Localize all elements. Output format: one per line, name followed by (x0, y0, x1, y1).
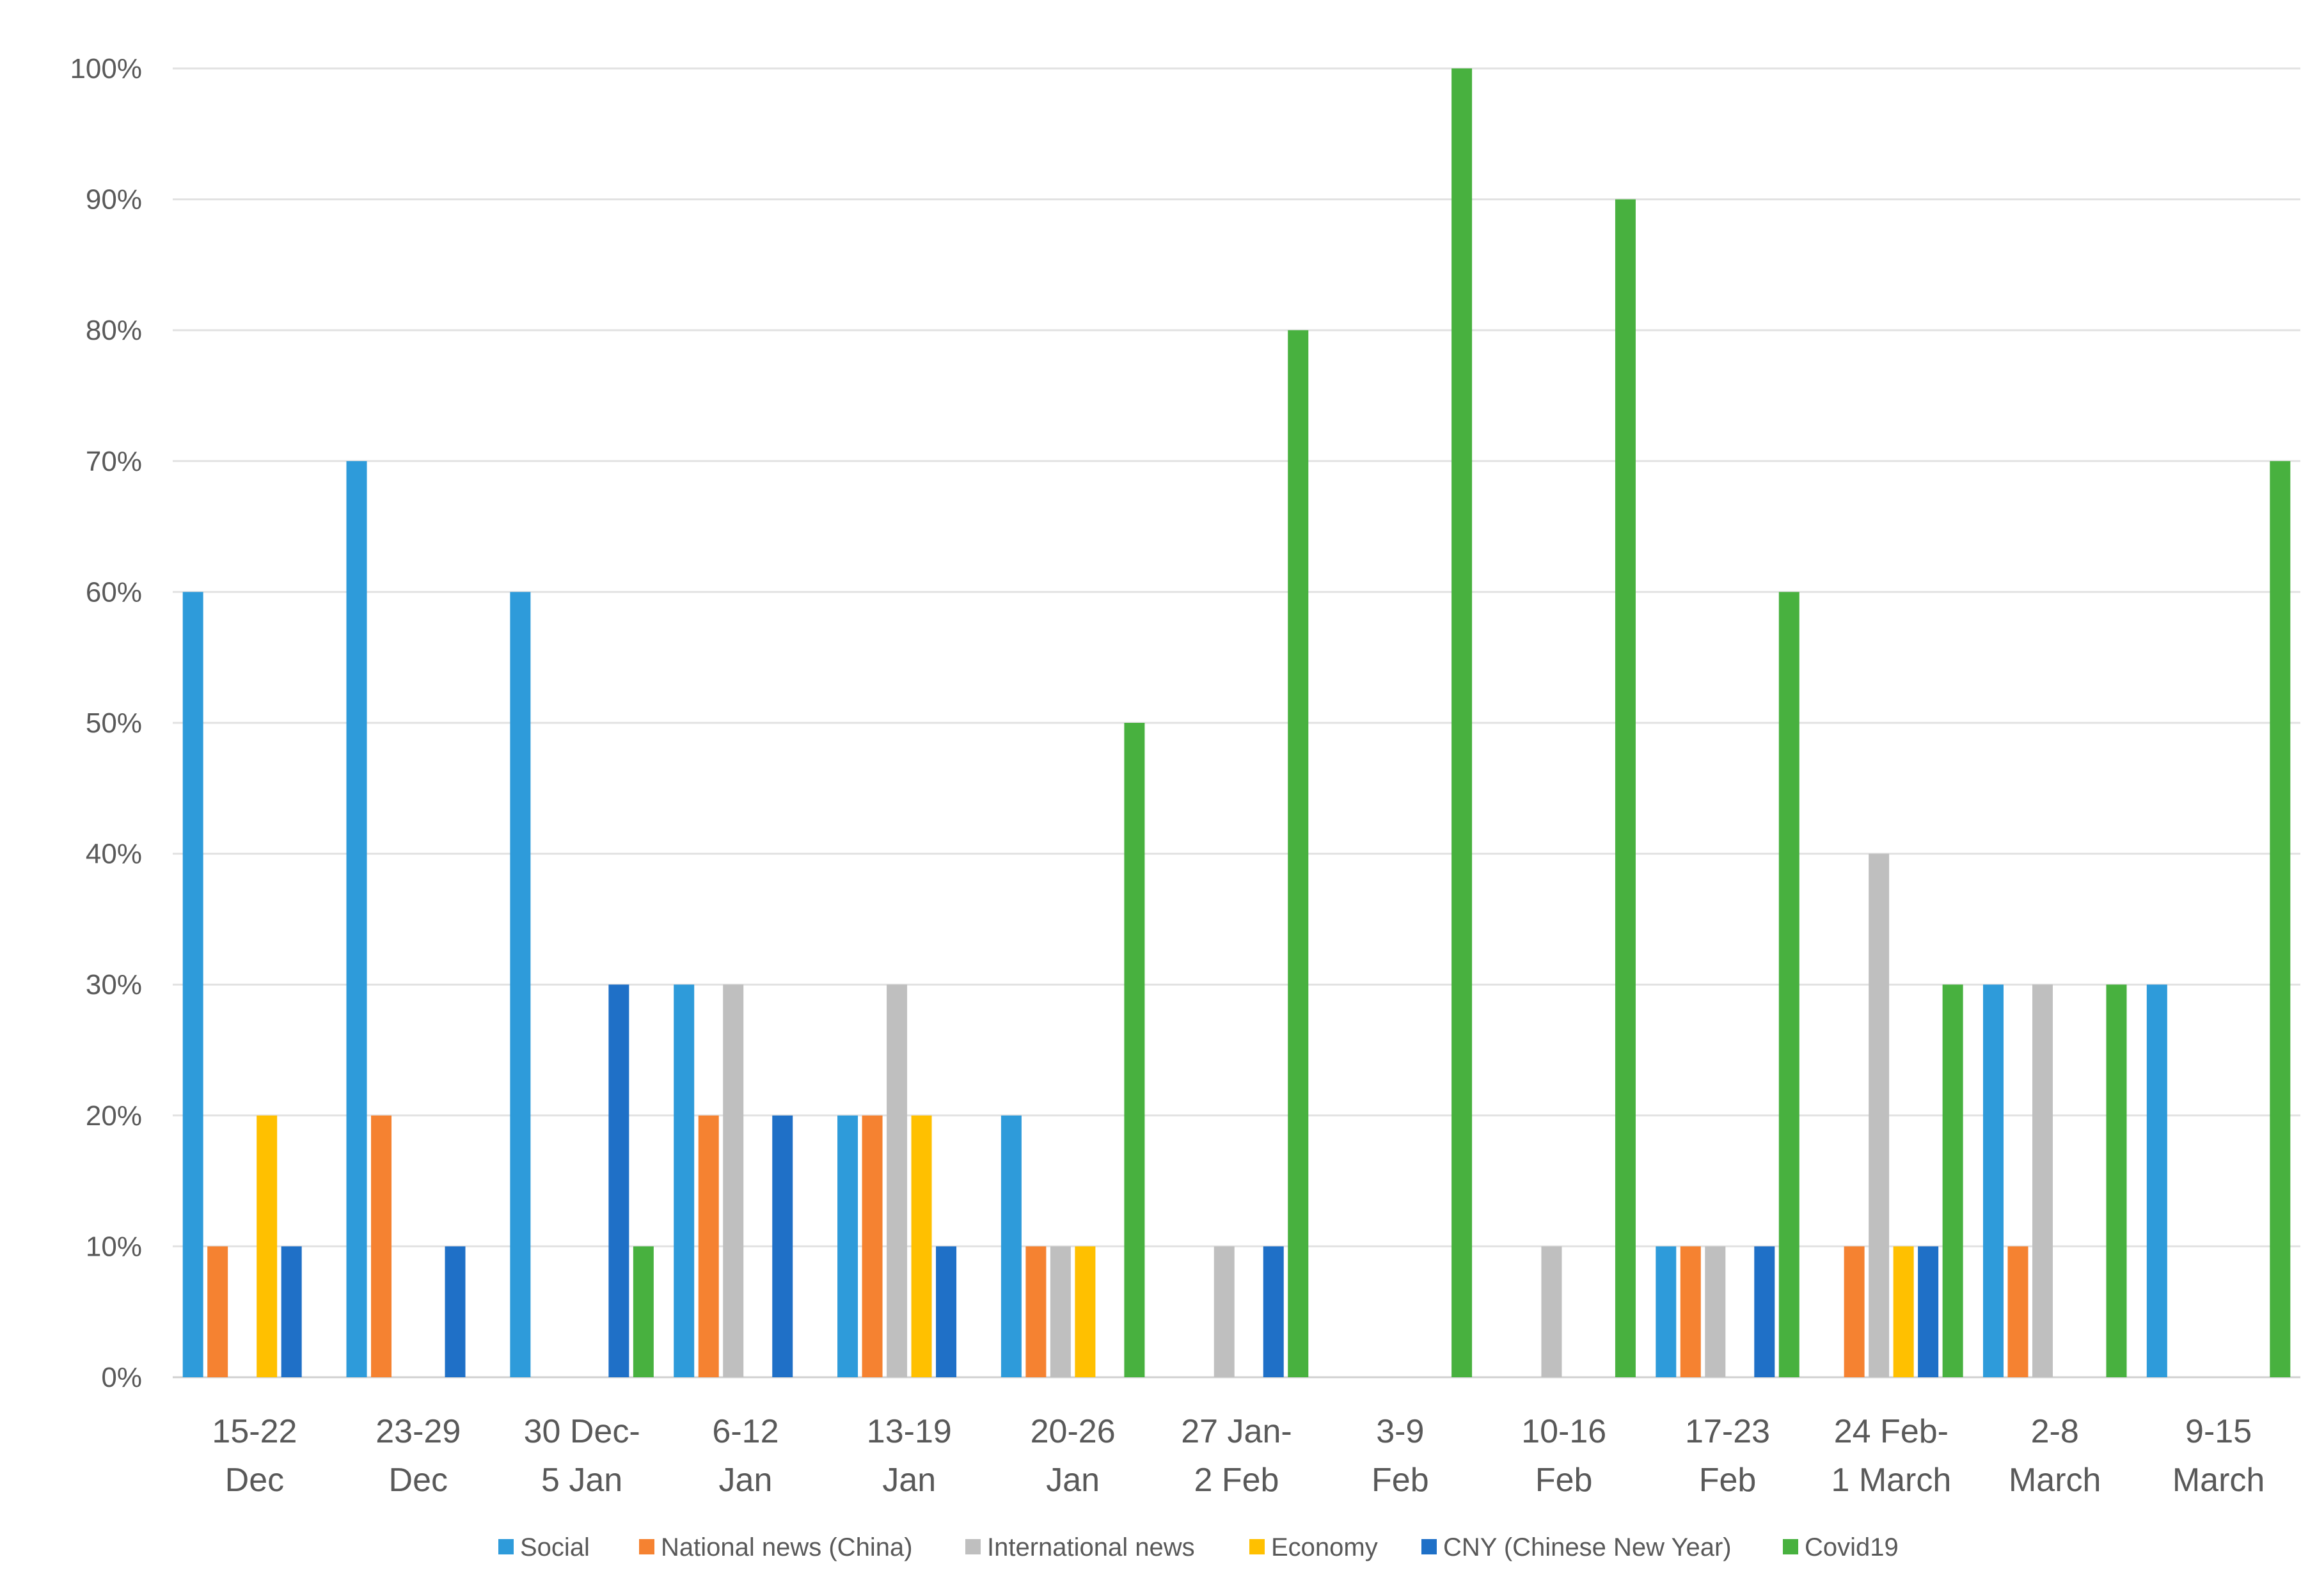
legend-label: Economy (1271, 1533, 1378, 1561)
bar-social (182, 592, 203, 1377)
bar-national-news-china (2007, 1246, 2028, 1377)
legend-label: Covid19 (1805, 1533, 1899, 1561)
bar-social (2146, 984, 2167, 1377)
bar-international-news (2032, 984, 2053, 1377)
y-tick-label: 20% (86, 1100, 142, 1132)
y-tick-label: 50% (86, 707, 142, 739)
x-tick-label: 24 Feb-1 March (1831, 1413, 1951, 1499)
legend-label: International news (987, 1533, 1195, 1561)
y-tick-label: 70% (86, 446, 142, 477)
y-tick-label: 100% (70, 53, 142, 84)
legend-item: National news (China) (639, 1533, 913, 1561)
legend-swatch (498, 1539, 514, 1554)
x-tick-label: 15-22 Dec (212, 1413, 297, 1499)
legend-swatch (1421, 1539, 1437, 1554)
legend-label: Social (520, 1533, 590, 1561)
bar-social (1000, 1115, 1022, 1377)
bar-social (837, 1115, 858, 1377)
bar-covid19 (1124, 723, 1145, 1377)
bar-national-news-china (862, 1115, 883, 1377)
legend-item: CNY (Chinese New Year) (1421, 1533, 1732, 1561)
x-tick-label: 20-26 Jan (1031, 1413, 1116, 1499)
legend-item: Covid19 (1783, 1533, 1899, 1561)
x-tick-label: 23-29 Dec (376, 1413, 461, 1499)
x-tick-label: 27 Jan-2 Feb (1181, 1413, 1292, 1499)
bar-international-news (1869, 853, 1890, 1377)
bar-national-news-china (1844, 1246, 1865, 1377)
y-axis-tick-labels: 0% 10% 20% 30% 40% 50% 60% 70% 80% 90% 100% (70, 53, 142, 1393)
bar-covid19 (633, 1246, 654, 1377)
bar-social (674, 984, 695, 1377)
bar-national-news-china (207, 1246, 228, 1377)
gridlines (173, 67, 2300, 1379)
y-tick-label: 10% (86, 1231, 142, 1262)
bar-social (346, 461, 367, 1377)
legend-swatch (965, 1539, 981, 1554)
y-tick-label: 40% (86, 839, 142, 870)
y-tick-label: 80% (86, 315, 142, 346)
legend-swatch (639, 1539, 654, 1554)
bar-economy (1075, 1246, 1096, 1377)
bar-national-news-china (698, 1115, 719, 1377)
x-tick-label: 6-12 Jan (712, 1413, 779, 1499)
bar-covid19 (1942, 984, 1963, 1377)
x-tick-label: 30 Dec-5 Jan (524, 1413, 640, 1499)
bar-international-news (887, 984, 908, 1377)
bar-covid19 (1615, 199, 1636, 1378)
bar-international-news (1541, 1246, 1562, 1377)
y-tick-label: 30% (86, 969, 142, 1000)
bar-covid19 (2106, 984, 2127, 1377)
bar-social (1982, 984, 2004, 1377)
y-tick-label: 0% (101, 1362, 142, 1393)
y-tick-label: 60% (86, 576, 142, 608)
bar-international-news (723, 984, 744, 1377)
x-tick-label: 9-15 March (2172, 1413, 2265, 1499)
bar-economy (257, 1115, 278, 1377)
bar-cny-chinese-new-year (936, 1246, 957, 1377)
bar-cny-chinese-new-year (608, 984, 629, 1377)
bar-economy (911, 1115, 932, 1377)
legend-label: CNY (Chinese New Year) (1443, 1533, 1732, 1561)
bar-national-news-china (371, 1115, 392, 1377)
bar-cny-chinese-new-year (1918, 1246, 1939, 1377)
bar-covid19 (1778, 592, 1799, 1377)
bar-cny-chinese-new-year (281, 1246, 302, 1377)
bar-covid19 (2270, 461, 2291, 1377)
x-tick-label: 17-23 Feb (1685, 1413, 1770, 1499)
legend: Social National news (China) International… (498, 1533, 1899, 1561)
y-tick-label: 90% (86, 184, 142, 216)
legend-swatch (1783, 1539, 1798, 1554)
legend-item: International news (965, 1533, 1195, 1561)
bar-social (1656, 1246, 1677, 1377)
legend-label: National news (China) (661, 1533, 913, 1561)
bars (182, 68, 2291, 1378)
bar-cny-chinese-new-year (1754, 1246, 1775, 1377)
x-tick-label: 13-19 Jan (867, 1413, 952, 1499)
bar-international-news (1214, 1246, 1235, 1377)
bar-national-news-china (1680, 1246, 1701, 1377)
x-tick-label: 10-16 Feb (1521, 1413, 1606, 1499)
legend-item: Economy (1249, 1533, 1378, 1561)
legend-item: Social (498, 1533, 590, 1561)
bar-social (510, 592, 531, 1377)
bar-covid19 (1288, 330, 1309, 1378)
bar-international-news (1050, 1246, 1071, 1377)
bar-cny-chinese-new-year (445, 1246, 466, 1377)
bar-covid19 (1451, 68, 1473, 1377)
legend-swatch (1249, 1539, 1265, 1554)
bar-cny-chinese-new-year (772, 1115, 793, 1377)
x-axis-tick-labels: 15-22 Dec 23-29 Dec 30 Dec-5 Jan 6-12 Jan 13-19… (212, 1413, 2265, 1499)
bar-economy (1893, 1246, 1914, 1377)
bar-national-news-china (1025, 1246, 1047, 1377)
x-tick-label: 3-9 Feb (1372, 1413, 1429, 1499)
bar-international-news (1705, 1246, 1726, 1377)
x-tick-label: 2-8 March (2009, 1413, 2101, 1499)
bar-cny-chinese-new-year (1263, 1246, 1284, 1377)
